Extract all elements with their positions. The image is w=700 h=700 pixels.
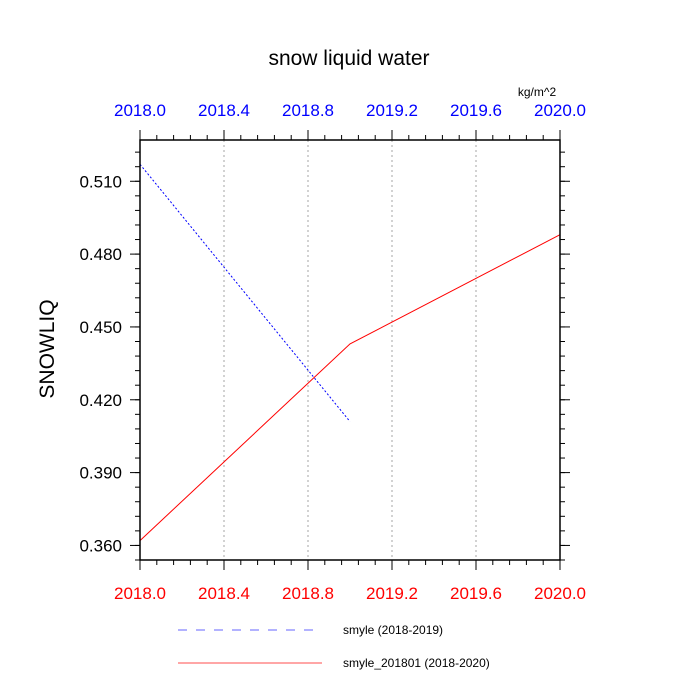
x-tick-label-top: 2020.0	[534, 101, 586, 120]
y-tick-label: 0.510	[79, 172, 122, 191]
axes: 0.360 0.390 0.420 0.450 0.480 0.510 2018.0 2018…	[79, 101, 586, 603]
legend-label-1: smyle (2018-2019)	[343, 623, 443, 637]
x-tick-label-bottom: 2019.6	[450, 584, 502, 603]
plot-frame	[139, 139, 561, 561]
units-label: kg/m^2	[518, 85, 557, 99]
y-tick-label: 0.480	[79, 245, 122, 264]
legend-label-2: smyle_201801 (2018-2020)	[343, 656, 490, 670]
series-line-1	[139, 163, 351, 422]
y-tick-label: 0.360	[79, 536, 122, 555]
x-tick-label-bottom: 2018.0	[114, 584, 166, 603]
x-tick-label-bottom: 2018.4	[198, 584, 250, 603]
grid-lines	[223, 140, 477, 560]
chart-title: snow liquid water	[268, 47, 429, 70]
series-layer	[139, 163, 561, 541]
x-tick-label-bottom: 2020.0	[534, 584, 586, 603]
x-tick-label-top: 2019.2	[366, 101, 418, 120]
x-tick-label-bottom: 2018.8	[282, 584, 334, 603]
x-tick-label-top: 2019.6	[450, 101, 502, 120]
legend: smyle (2018-2019) smyle_201801 (2018-2020…	[178, 623, 490, 670]
y-axis-label: SNOWLIQ	[36, 299, 59, 398]
x-tick-label-top: 2018.8	[282, 101, 334, 120]
x-tick-label-bottom: 2019.2	[366, 584, 418, 603]
y-tick-label: 0.450	[79, 318, 122, 337]
y-tick-label: 0.390	[79, 464, 122, 483]
y-tick-label: 0.420	[79, 391, 122, 410]
x-tick-label-top: 2018.4	[198, 101, 250, 120]
series-line-2	[139, 234, 561, 541]
x-tick-label-top: 2018.0	[114, 101, 166, 120]
